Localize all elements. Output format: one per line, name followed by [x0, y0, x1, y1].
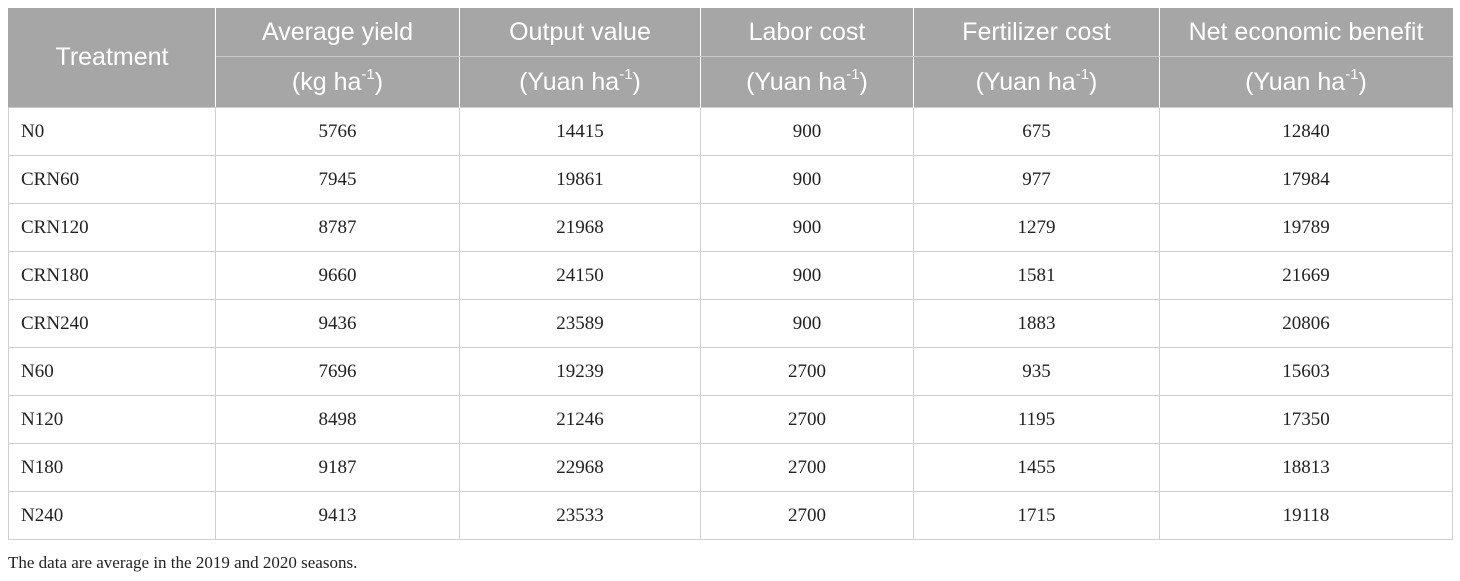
value-cell: 1195 — [913, 395, 1160, 444]
value-cell: 14415 — [459, 107, 701, 156]
treatment-cell: CRN120 — [8, 203, 216, 252]
value-cell: 12840 — [1159, 107, 1453, 156]
value-cell: 9436 — [215, 299, 460, 348]
unit-fertilizer-cost: (Yuan ha-1) — [913, 56, 1160, 108]
value-cell: 21246 — [459, 395, 701, 444]
value-cell: 7945 — [215, 155, 460, 204]
value-cell: 2700 — [700, 395, 914, 444]
value-cell: 1455 — [913, 443, 1160, 492]
value-cell: 1581 — [913, 251, 1160, 300]
table-container: Treatment Average yield Output value Lab… — [8, 8, 1453, 540]
value-cell: 22968 — [459, 443, 701, 492]
table-row: CRN120 8787 21968 900 1279 19789 — [8, 203, 1453, 252]
table-footnote: The data are average in the 2019 and 202… — [8, 553, 358, 572]
economic-benefit-table: Treatment Average yield Output value Lab… — [8, 8, 1453, 540]
header-average-yield: Average yield — [215, 8, 460, 57]
value-cell: 900 — [700, 203, 914, 252]
header-labor-cost: Labor cost — [700, 8, 914, 57]
value-cell: 19789 — [1159, 203, 1453, 252]
treatment-cell: CRN240 — [8, 299, 216, 348]
value-cell: 9187 — [215, 443, 460, 492]
header-fertilizer-cost: Fertilizer cost — [913, 8, 1160, 57]
value-cell: 20806 — [1159, 299, 1453, 348]
table-body: N0 5766 14415 900 675 12840 CRN60 7945 19861 900 9… — [8, 107, 1453, 540]
value-cell: 675 — [913, 107, 1160, 156]
value-cell: 7696 — [215, 347, 460, 396]
table-row: N180 9187 22968 2700 1455 18813 — [8, 443, 1453, 492]
value-cell: 935 — [913, 347, 1160, 396]
value-cell: 1883 — [913, 299, 1160, 348]
table-row: CRN180 9660 24150 900 1581 21669 — [8, 251, 1453, 300]
treatment-cell: CRN180 — [8, 251, 216, 300]
value-cell: 2700 — [700, 443, 914, 492]
treatment-cell: CRN60 — [8, 155, 216, 204]
value-cell: 19239 — [459, 347, 701, 396]
value-cell: 977 — [913, 155, 1160, 204]
value-cell: 18813 — [1159, 443, 1453, 492]
header-row-names: Treatment Average yield Output value Lab… — [8, 8, 1453, 108]
unit-net-economic-benefit: (Yuan ha-1) — [1159, 56, 1453, 108]
value-cell: 900 — [700, 299, 914, 348]
header-net-economic-benefit: Net economic benefit — [1159, 8, 1453, 57]
unit-output-value: (Yuan ha-1) — [459, 56, 701, 108]
table-row: N60 7696 19239 2700 935 15603 — [8, 347, 1453, 396]
treatment-cell: N180 — [8, 443, 216, 492]
value-cell: 17350 — [1159, 395, 1453, 444]
table-row: CRN240 9436 23589 900 1883 20806 — [8, 299, 1453, 348]
value-cell: 21669 — [1159, 251, 1453, 300]
value-cell: 21968 — [459, 203, 701, 252]
unit-average-yield: (kg ha-1) — [215, 56, 460, 108]
value-cell: 23533 — [459, 491, 701, 540]
value-cell: 900 — [700, 251, 914, 300]
value-cell: 8498 — [215, 395, 460, 444]
value-cell: 2700 — [700, 491, 914, 540]
treatment-cell: N60 — [8, 347, 216, 396]
value-cell: 8787 — [215, 203, 460, 252]
table-row: N240 9413 23533 2700 1715 19118 — [8, 491, 1453, 540]
table-row: N0 5766 14415 900 675 12840 — [8, 107, 1453, 156]
value-cell: 2700 — [700, 347, 914, 396]
header-output-value: Output value — [459, 8, 701, 57]
value-cell: 900 — [700, 107, 914, 156]
value-cell: 24150 — [459, 251, 701, 300]
unit-labor-cost: (Yuan ha-1) — [700, 56, 914, 108]
treatment-cell: N0 — [8, 107, 216, 156]
table-row: CRN60 7945 19861 900 977 17984 — [8, 155, 1453, 204]
treatment-cell: N240 — [8, 491, 216, 540]
value-cell: 17984 — [1159, 155, 1453, 204]
value-cell: 19861 — [459, 155, 701, 204]
header-row-units: (kg ha-1) (Yuan ha-1) (Yuan ha-1) (Yuan … — [9, 56, 1453, 108]
table-header: Treatment Average yield Output value Lab… — [8, 8, 1453, 108]
value-cell: 15603 — [1159, 347, 1453, 396]
value-cell: 1715 — [913, 491, 1160, 540]
value-cell: 1279 — [913, 203, 1160, 252]
value-cell: 23589 — [459, 299, 701, 348]
value-cell: 19118 — [1159, 491, 1453, 540]
header-treatment: Treatment — [8, 8, 216, 108]
value-cell: 5766 — [215, 107, 460, 156]
value-cell: 9660 — [215, 251, 460, 300]
value-cell: 9413 — [215, 491, 460, 540]
treatment-cell: N120 — [8, 395, 216, 444]
table-row: N120 8498 21246 2700 1195 17350 — [8, 395, 1453, 444]
value-cell: 900 — [700, 155, 914, 204]
